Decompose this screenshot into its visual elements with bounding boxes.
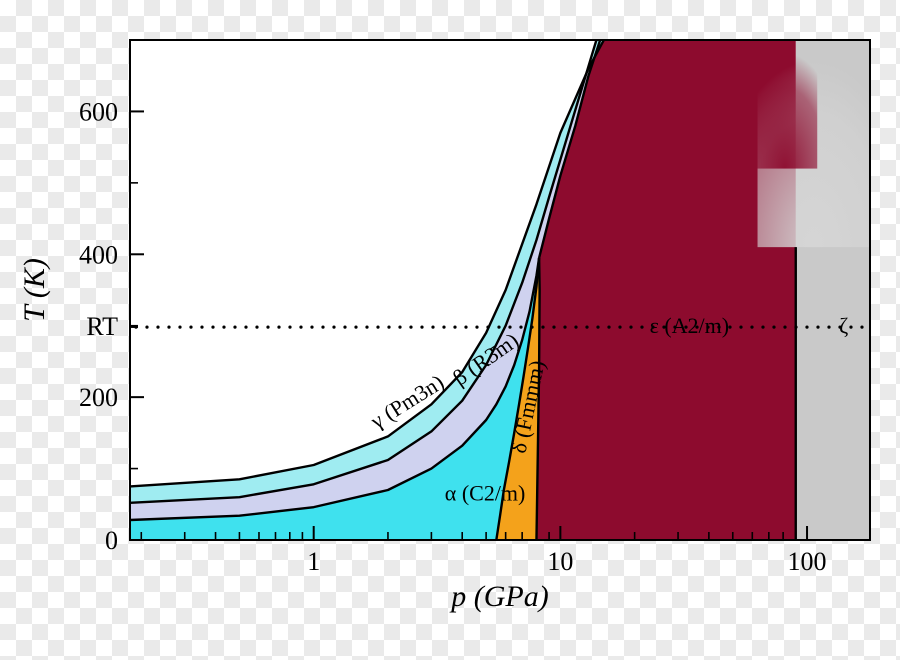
phase-diagram: γ (Pm3n)β (R3̄m)α (C2/m)δ (Fmmm)ε (A2/m)… xyxy=(0,0,900,660)
epsilon-soft-overlay xyxy=(752,40,817,169)
x-tick-label: 1 xyxy=(307,547,320,576)
y-axis-title: T (K) xyxy=(18,258,51,322)
x-tick-label: 10 xyxy=(547,547,573,576)
y-tick-label: 0 xyxy=(105,526,118,555)
label-zeta: ζ xyxy=(839,313,848,338)
y-tick-label: 200 xyxy=(79,383,118,412)
x-tick-label: 100 xyxy=(788,547,827,576)
y-tick-label: 400 xyxy=(79,240,118,269)
y-tick-label: 600 xyxy=(79,97,118,126)
x-axis-title: p (GPa) xyxy=(449,580,548,613)
rt-label: RT xyxy=(86,312,118,341)
label-alpha: α (C2/m) xyxy=(445,481,526,506)
label-epsilon: ε (A2/m) xyxy=(650,313,730,338)
